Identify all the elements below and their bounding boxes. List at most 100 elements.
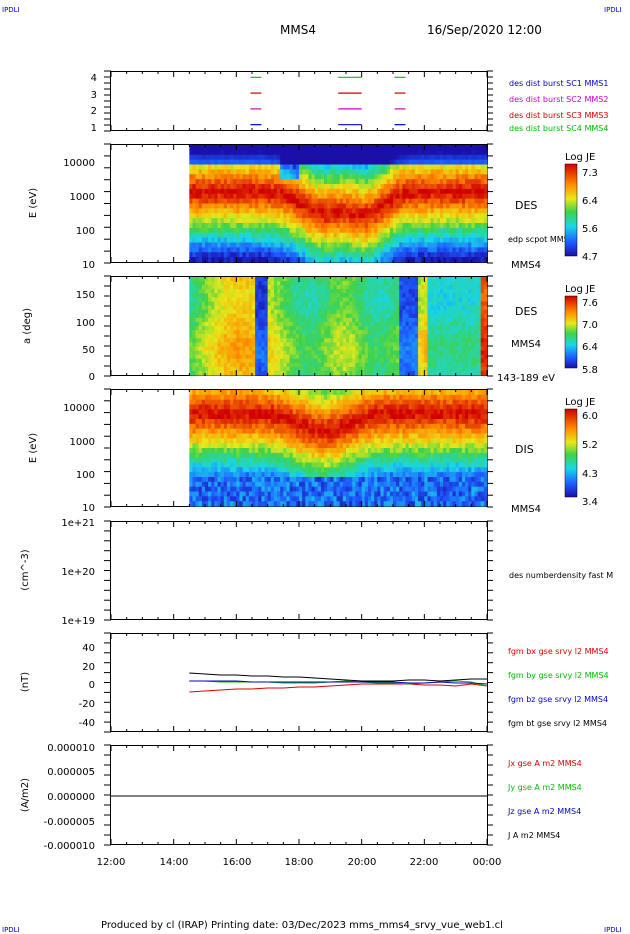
spectrogram-cell [192,346,197,352]
spectrogram-cell [418,237,422,244]
spectrogram-cell [377,227,382,234]
spectrogram-cell [339,232,344,239]
spectrogram-cell [255,145,259,151]
spectrogram-cell [364,247,369,253]
spectrogram-cell [233,496,237,502]
spectrogram-cell [261,149,266,156]
spectrogram-cell [189,145,194,151]
spectrogram-cell [399,242,403,248]
spectrogram-cell [436,169,441,175]
spectrogram-cell [371,366,375,372]
spectrogram-cell [440,213,444,219]
spectrogram-cell [283,293,288,299]
spectrogram-cell [242,438,247,444]
spectrogram-cell [452,149,457,156]
spectrogram-cell [443,159,447,166]
spectrogram-cell [220,462,225,468]
spectrogram-cell [383,174,388,180]
spectrogram-cell [211,477,215,483]
spectrogram-cell [308,218,313,224]
spectrogram-cell [208,169,212,175]
spectrogram-cell [189,394,194,401]
spectrogram-cell [280,354,284,360]
spectrogram-cell [377,301,382,307]
spectrogram-cell [302,301,306,307]
spectrogram-cell [421,159,425,166]
spectrogram-cell [214,428,219,435]
spectrogram-cell [286,164,291,170]
spectrogram-cell [474,350,479,356]
spectrogram-cell [405,159,410,166]
spectrogram-cell [330,342,335,348]
spectrogram-cell [267,313,272,319]
spectrogram-cell [461,301,466,307]
spectrogram-cell [198,404,203,410]
spectrogram-cell [192,301,197,307]
spectrogram-cell [443,223,447,229]
spectrogram-cell [258,184,262,190]
spectrogram-cell [380,297,385,303]
spectrogram-cell [217,338,222,343]
spectrogram-cell [245,237,250,244]
spectrogram-cell [220,428,225,435]
spectrogram-cell [201,501,206,507]
spectrogram-cell [367,227,372,234]
spectrogram-cell [242,297,247,303]
spectrogram-cell [433,242,438,248]
spectrogram-cell [465,358,469,364]
spectrogram-cell [283,237,288,244]
spectrogram-cell [195,428,200,435]
spectrogram-cell [239,242,244,248]
spectrogram-cell [433,164,438,170]
spectrogram-cell [386,242,391,248]
spectrogram-cell [277,334,281,339]
spectrogram-cell [264,145,269,151]
spectrogram-cell [245,169,250,175]
spectrogram-cell [446,297,450,303]
spectrogram-cell [355,169,360,175]
spectrogram-cell [208,289,212,294]
spectrogram-cell [418,179,422,185]
spectrogram-cell [258,309,262,315]
spectrogram-cell [383,208,388,214]
spectrogram-cell [295,281,300,286]
spectrogram-cell [314,293,319,299]
spectrogram-cell [305,285,309,290]
spectrogram-cell [377,184,382,190]
spectrogram-cell [264,227,269,234]
spectrogram-cell [418,362,422,368]
spectrogram-cell [226,443,231,449]
spectrogram-cell [233,457,237,464]
spectrogram-cell [252,289,256,294]
spectrogram-cell [367,237,372,244]
spectrogram-cell [377,317,382,323]
spectrogram-cell [333,198,338,205]
spectrogram-cell [295,309,300,315]
spectrogram-cell [280,232,284,239]
spectrogram-cell [452,358,457,364]
spectrogram-cell [261,188,266,195]
spectrogram-cell [333,164,338,170]
spectrogram-cell [245,257,250,263]
spectrogram-cell [471,159,476,166]
spectrogram-cell [468,179,472,185]
spectrogram-cell [474,218,479,224]
spectrogram-cell [324,366,328,372]
spectrogram-cell [258,342,262,348]
spectrogram-cell [233,179,237,185]
spectrogram-cell [248,289,253,294]
spectrogram-cell [205,169,209,175]
spectrogram-cell [449,289,454,294]
spectrogram-cell [433,321,438,327]
spectrogram-cell [198,237,203,244]
spectrogram-cell [468,223,472,229]
spectrogram-cell [320,277,325,282]
spectrogram-cell [402,169,407,175]
spectrogram-cell [280,223,284,229]
spectrogram-cell [399,362,403,368]
spectrogram-cell [374,174,378,180]
spectrogram-cell [192,198,197,205]
spectrogram-cell [299,174,303,180]
spectrogram-cell [230,394,234,401]
spectrogram-cell [270,257,275,263]
